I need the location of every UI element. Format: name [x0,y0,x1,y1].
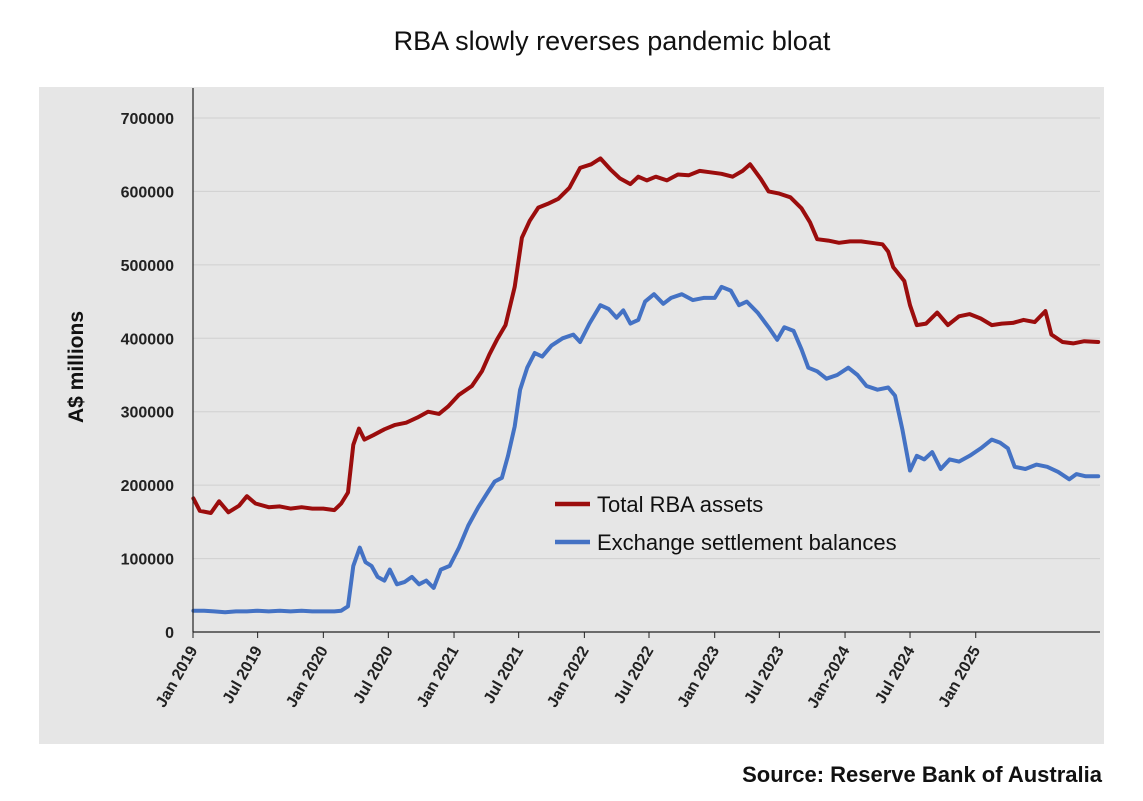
axes: 0 100000 200000 300000 400000 500000 600000 700… [121,88,1100,711]
x-tick-label: Jul 2021 [481,643,527,706]
y-tick-label: 100000 [121,552,174,569]
y-tick-label: 500000 [121,258,174,275]
series-line-settlement-balances [191,284,1101,615]
plot-panel [39,87,1104,744]
chart-title: RBA slowly reverses pandemic bloat [393,26,831,56]
legend-label: Total RBA assets [597,492,763,517]
y-tick-label: 400000 [121,331,174,348]
y-tick-label: 600000 [121,184,174,201]
x-tick-label: Jul 2024 [872,643,918,706]
x-tick-label: Jan 2022 [544,643,593,710]
legend: Total RBA assets Exchange settlement bala… [540,487,957,557]
x-tick-label: Jan 2021 [414,643,463,710]
series-line-total-assets [191,156,1101,515]
y-tick-label: 300000 [121,405,174,422]
gridlines [193,117,1100,560]
legend-label: Exchange settlement balances [597,530,897,555]
x-tick-label: Jul 2022 [611,643,657,706]
y-tick-label: 0 [165,625,174,642]
x-tick-label: Jan 2025 [936,643,985,710]
x-tick-label: Jan 2023 [675,643,724,710]
x-tick-label: Jan 2019 [153,643,202,710]
y-tick-label: 700000 [121,111,174,128]
legend-box [540,487,957,557]
source-note: Source: Reserve Bank of Australia [742,762,1102,787]
y-axis-label: A$ millions [65,311,88,423]
x-tick-label: Jan 2020 [283,643,332,710]
x-tick-label: Jul 2019 [220,643,266,706]
x-tick-label: Jul 2020 [350,643,396,706]
y-tick-label: 200000 [121,478,174,495]
x-tick-label: Jan-2024 [805,643,854,711]
x-tick-label: Jul 2023 [741,643,787,706]
series-lines [191,156,1101,615]
